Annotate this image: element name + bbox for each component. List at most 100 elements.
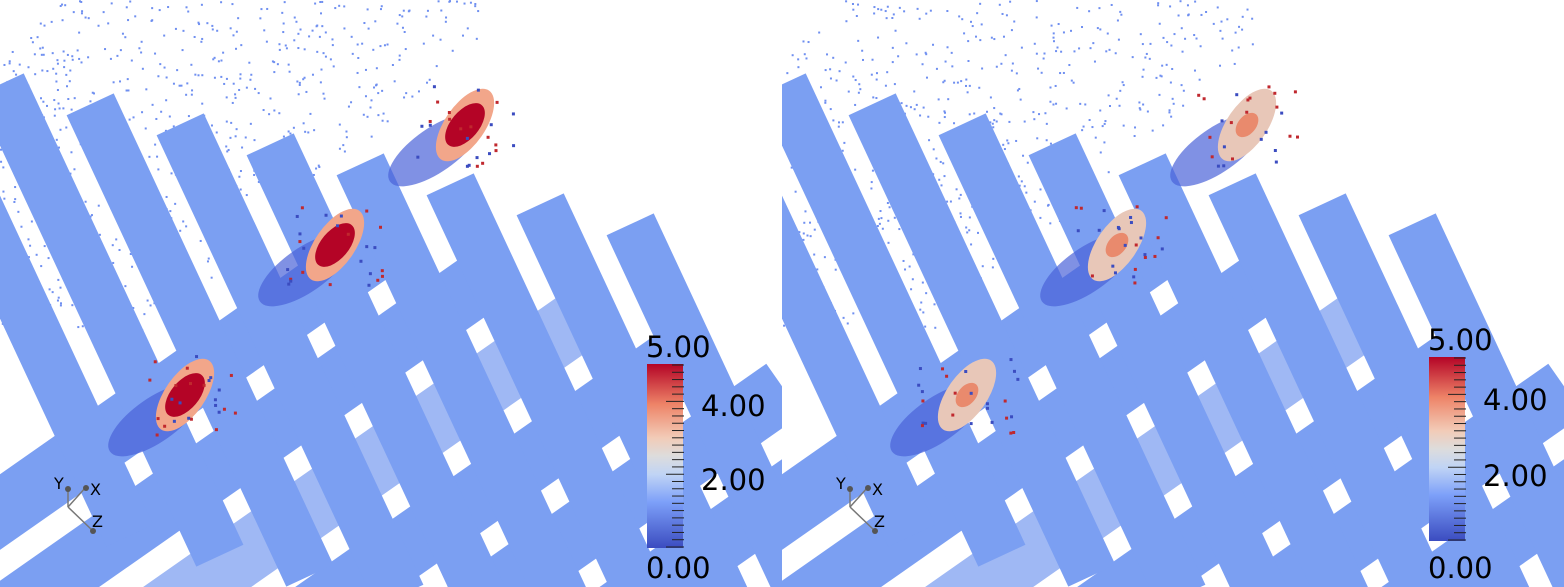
- particle: [963, 32, 966, 35]
- particle: [30, 37, 33, 40]
- particle: [81, 10, 84, 13]
- particle: [999, 112, 1002, 115]
- particle: [366, 8, 369, 11]
- particle: [297, 32, 300, 35]
- particle: [185, 6, 188, 9]
- stress-particle: [1259, 137, 1263, 141]
- particle: [1000, 62, 1003, 65]
- particle: [1008, 120, 1011, 123]
- particle: [232, 82, 235, 85]
- particle: [77, 326, 80, 329]
- stress-particle: [1113, 271, 1117, 275]
- particle: [338, 147, 341, 150]
- particle: [1047, 203, 1050, 206]
- particle: [70, 151, 73, 154]
- particle: [1057, 23, 1060, 26]
- stress-particle: [1133, 281, 1137, 285]
- particle: [1050, 24, 1053, 27]
- particle: [872, 96, 875, 99]
- particle: [220, 1, 223, 4]
- particle: [886, 202, 889, 205]
- particle: [1221, 37, 1224, 40]
- particle: [1169, 5, 1172, 8]
- particle: [940, 184, 943, 187]
- particle: [925, 76, 928, 79]
- particle: [1096, 27, 1099, 30]
- particle: [141, 67, 144, 70]
- particle: [343, 150, 346, 153]
- particle: [356, 71, 359, 74]
- particle: [1103, 122, 1106, 125]
- particle: [908, 265, 911, 268]
- particle: [381, 119, 384, 122]
- particle: [1220, 20, 1223, 23]
- particle: [1118, 104, 1121, 107]
- particle: [211, 24, 214, 27]
- particle: [119, 80, 122, 83]
- particle: [943, 79, 946, 82]
- particle: [804, 210, 807, 213]
- particle: [1166, 41, 1169, 44]
- particle: [213, 56, 216, 59]
- particle: [880, 8, 883, 11]
- stress-particle: [1230, 157, 1234, 161]
- particle: [149, 304, 152, 307]
- stress-particle: [436, 100, 440, 104]
- particle: [976, 12, 979, 15]
- fiber-band: [336, 153, 586, 587]
- stress-hotspot: [1235, 112, 1259, 138]
- particle: [915, 53, 918, 56]
- particle: [1181, 50, 1184, 53]
- stress-particle: [467, 163, 471, 167]
- particle: [201, 37, 204, 40]
- particle: [1169, 81, 1172, 84]
- particle: [321, 0, 324, 3]
- particle: [56, 59, 59, 62]
- particle: [1052, 103, 1055, 106]
- stress-particle: [1235, 93, 1239, 97]
- particle: [871, 58, 874, 61]
- particle: [391, 64, 394, 67]
- particle: [905, 42, 908, 45]
- stress-particle: [469, 125, 473, 129]
- colorbar-max-label: 5.00: [646, 330, 711, 364]
- particle: [324, 31, 327, 34]
- particle: [947, 98, 950, 101]
- particle: [922, 311, 925, 314]
- stress-particle: [512, 144, 516, 148]
- particle: [1179, 0, 1182, 3]
- fiber-band: [938, 113, 1206, 587]
- particle: [182, 29, 185, 32]
- particle: [1044, 112, 1047, 115]
- particle: [1049, 142, 1052, 145]
- particle: [14, 186, 17, 189]
- particle: [992, 257, 995, 260]
- stress-particle: [233, 411, 237, 415]
- particle: [805, 57, 808, 60]
- particle: [1187, 14, 1190, 17]
- particle: [943, 110, 946, 113]
- particle: [913, 90, 916, 93]
- particle: [920, 301, 923, 304]
- particle: [70, 108, 73, 111]
- particle: [225, 77, 228, 80]
- stress-particle: [217, 388, 221, 392]
- stress-particle: [1143, 255, 1147, 259]
- stress-particle: [214, 403, 218, 407]
- particle: [186, 82, 189, 85]
- stress-particle: [1156, 236, 1160, 240]
- particle: [59, 128, 62, 131]
- particle: [398, 54, 401, 57]
- particle: [809, 235, 812, 238]
- particle: [316, 50, 319, 53]
- particle: [861, 49, 864, 52]
- fiber-band: [0, 195, 154, 547]
- particle: [364, 68, 367, 71]
- particle: [1233, 62, 1236, 65]
- particle: [332, 65, 335, 68]
- particle: [78, 57, 81, 60]
- axis-y-label: Y: [53, 475, 64, 493]
- particle: [63, 59, 66, 62]
- stress-particle: [217, 410, 221, 414]
- particle: [13, 200, 16, 203]
